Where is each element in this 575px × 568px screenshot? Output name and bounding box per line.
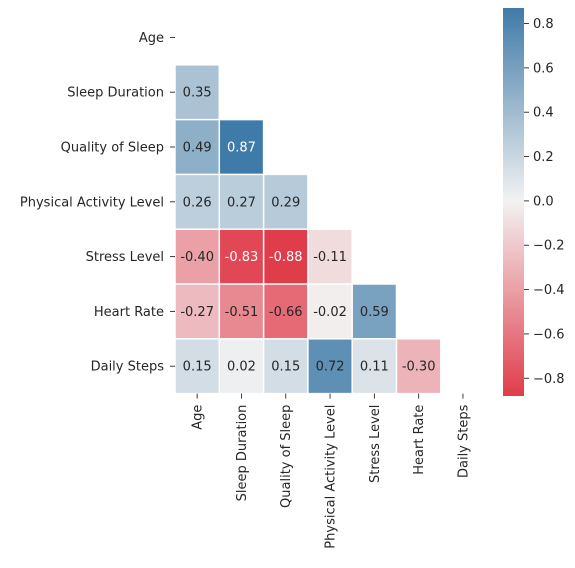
cell-value-label: 0.49: [183, 141, 212, 156]
x-tick-label: Daily Steps: [456, 404, 471, 478]
x-tick-label: Stress Level: [368, 405, 383, 483]
heatmap-cell-6-0: [175, 339, 219, 393]
y-tick-label: Physical Activity Level: [20, 195, 164, 210]
colorbar-tick-label: −0.6: [533, 327, 565, 342]
cell-value-label: 0.87: [227, 141, 256, 156]
cell-value-label: -0.27: [180, 305, 214, 320]
colorbar: 0.8 0.6 0.4 0.2 0.0 −0.2 −0.4 −0.6 −0.8: [503, 8, 565, 396]
x-tick-label: Heart Rate: [412, 405, 427, 475]
x-tick-label: Age: [191, 405, 206, 430]
cell-value-label: 0.59: [360, 305, 389, 320]
colorbar-tick-label: −0.4: [533, 283, 565, 298]
x-tick-label: Sleep Duration: [235, 405, 250, 502]
colorbar-tick-label: 0.2: [533, 150, 554, 165]
colorbar-tick-label: 0.4: [533, 106, 554, 121]
y-axis: Age Sleep Duration Quality of Sleep Physica…: [20, 31, 175, 375]
x-axis: Age Sleep Duration Quality of Sleep Physica…: [191, 393, 471, 549]
heatmap-cell-4-1: [220, 229, 263, 284]
heatmap-cell-5-3: [308, 284, 352, 339]
colorbar-tick-label: 0.6: [533, 61, 554, 76]
cell-value-label: 0.15: [183, 360, 212, 375]
x-tick-label: Physical Activity Level: [324, 405, 339, 549]
colorbar-tick-label: 0.8: [533, 17, 554, 32]
cell-value-label: -0.40: [180, 250, 214, 265]
heatmap-cell-1-0: [175, 65, 219, 119]
cell-value-label: -0.02: [313, 305, 347, 320]
cell-value-label: -0.30: [402, 360, 436, 375]
colorbar-gradient: [503, 8, 524, 396]
heatmap-cell-2-1: [220, 120, 263, 174]
heatmap-cell-4-2: [264, 229, 308, 284]
cell-value-label: 0.29: [271, 195, 300, 210]
heatmap-cell-2-0: [175, 120, 219, 174]
colorbar-tick-label: −0.8: [533, 372, 565, 387]
cell-value-label: 0.02: [227, 360, 256, 375]
heatmap-cell-4-0: [175, 229, 219, 284]
heatmap-cell-4-3: [308, 229, 352, 284]
cell-value-label: -0.83: [225, 250, 259, 265]
cell-value-label: -0.11: [313, 250, 347, 265]
y-tick-label: Quality of Sleep: [61, 141, 164, 156]
heatmap-cell-3-2: [264, 175, 308, 229]
y-tick-label: Stress Level: [86, 250, 164, 265]
heatmap-cell-6-2: [264, 339, 308, 393]
heatmap-cell-labels: 0.350.49 0.870.26 0.27 0.29-0.40 -0.83 -0.88-…: [180, 86, 435, 375]
y-tick-label: Heart Rate: [94, 305, 164, 320]
cell-value-label: -0.66: [269, 305, 303, 320]
colorbar-tick-label: 0.0: [533, 194, 554, 209]
heatmap-cell-5-0: [175, 284, 219, 339]
cell-value-label: 0.15: [271, 360, 300, 375]
heatmap-cell-5-1: [220, 284, 263, 339]
colorbar-tick-label: −0.2: [533, 239, 565, 254]
cell-value-label: 0.72: [316, 360, 345, 375]
y-tick-label: Age: [139, 31, 164, 46]
heatmap-cell-6-1: [220, 339, 263, 393]
heatmap-cell-3-0: [175, 175, 219, 229]
heatmap-cell-6-3: [308, 339, 352, 393]
heatmap-cell-3-1: [220, 175, 263, 229]
y-tick-label: Daily Steps: [91, 360, 165, 375]
cell-value-label: -0.88: [269, 250, 303, 265]
heatmap-cell-6-4: [352, 339, 396, 393]
x-tick-label: Quality of Sleep: [279, 405, 294, 508]
heatmap-cell-5-4: [352, 284, 396, 339]
cell-value-label: 0.27: [227, 195, 256, 210]
cell-value-label: 0.35: [183, 86, 212, 101]
heatmap-cell-6-5: [397, 339, 441, 393]
cell-value-label: 0.26: [183, 195, 212, 210]
heatmap-cells: [175, 65, 441, 393]
y-tick-label: Sleep Duration: [67, 86, 164, 101]
cell-value-label: -0.51: [225, 305, 259, 320]
heatmap-cell-5-2: [264, 284, 308, 339]
cell-value-label: 0.11: [360, 360, 389, 375]
